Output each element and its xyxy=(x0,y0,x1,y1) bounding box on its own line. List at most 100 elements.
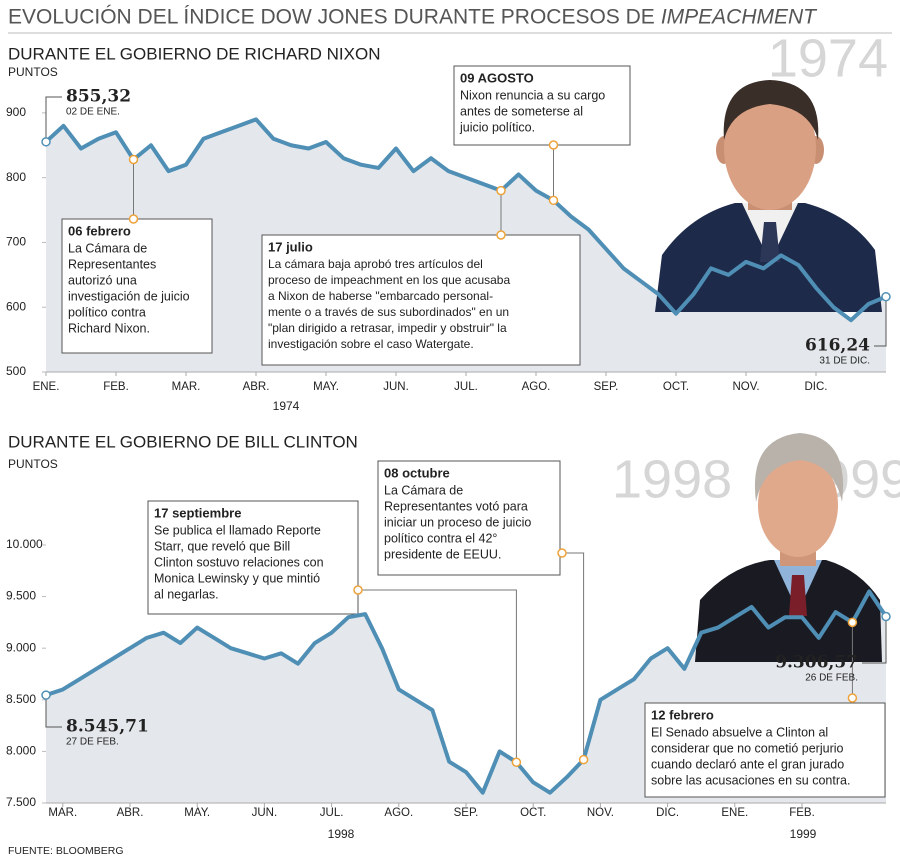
value-label: 9.306,57 xyxy=(775,653,858,673)
annotation-text: Clinton sostuvo relaciones con xyxy=(154,555,324,569)
event-point xyxy=(496,185,506,196)
y-tick-label: 10.000 xyxy=(6,537,43,551)
portrait-tie xyxy=(760,222,780,262)
value-date: 27 DE FEB. xyxy=(66,737,119,748)
x-tick-label: ENE. xyxy=(33,381,60,393)
annotation-text: proceso de impeachment en los que acusab… xyxy=(268,273,510,287)
page-title: EVOLUCIÓN DEL ÍNDICE DOW JONES DURANTE P… xyxy=(8,6,655,29)
chart-title: DURANTE EL GOBIERNO DE BILL CLINTON xyxy=(8,432,358,451)
annotation-text: La Cámara de xyxy=(384,483,463,497)
x-axis-label: 1998 xyxy=(328,827,355,841)
annotation-text: al negarlas. xyxy=(154,587,219,601)
portrait xyxy=(655,80,882,312)
x-tick-label: JUL. xyxy=(320,807,344,819)
annotation-text: a Nixon de haberse "embarcado personal- xyxy=(268,289,493,303)
x-tick-label: OCT. xyxy=(520,807,546,819)
annotation-date: 17 septiembre xyxy=(154,505,241,520)
event-point xyxy=(847,617,858,628)
annotation-text: "plan dirigido a retrasar, impedir y obs… xyxy=(268,321,507,335)
y-tick-label: 500 xyxy=(6,364,26,378)
annotation-text: político contra el 42° xyxy=(384,531,497,545)
x-axis-label: 1999 xyxy=(790,827,817,841)
connector-dot xyxy=(548,140,559,150)
y-tick-label: 900 xyxy=(6,105,26,119)
annotation-text: Richard Nixon. xyxy=(68,321,150,335)
annotation-text: autorizó una xyxy=(68,273,137,287)
x-tick-label: NOV. xyxy=(587,807,614,819)
x-tick-label: ABR. xyxy=(117,807,144,819)
source: FUENTE: BLOOMBERG xyxy=(8,845,124,857)
annotation-box xyxy=(147,500,359,615)
watermark: 1998 xyxy=(612,449,732,509)
annotation-text: Starr, que reveló que Bill xyxy=(154,539,290,553)
line xyxy=(44,117,887,323)
x-tick-label: ABR. xyxy=(243,381,270,393)
annotation-text: sobre las acusaciones en su contra. xyxy=(651,773,850,787)
annotation-text: mente o a través de sus subordinados" en… xyxy=(268,305,509,319)
value-date: 31 DE DIC. xyxy=(819,356,870,367)
portrait-face xyxy=(724,86,816,210)
x-tick-label: DIC. xyxy=(656,807,679,819)
y-axis-label: PUNTOS xyxy=(8,457,58,471)
annotation-text: cuando declaró ante el gran jurado xyxy=(651,757,844,771)
label-connector xyxy=(862,616,887,664)
annotation-box xyxy=(377,460,561,576)
x-tick-label: DIC. xyxy=(805,381,828,393)
event-point xyxy=(578,754,589,765)
annotation-text: La Cámara de xyxy=(68,241,147,255)
connector-dot xyxy=(128,214,139,224)
annotation-date: 08 octubre xyxy=(384,465,450,480)
x-tick-label: AGO. xyxy=(522,381,551,393)
portrait-suit xyxy=(695,560,882,662)
connector-dot xyxy=(353,585,363,595)
annotation-text: El Senado absuelve a Clinton al xyxy=(651,725,828,739)
end-point xyxy=(41,690,51,700)
end-point xyxy=(881,291,891,302)
x-tick-label: JUL. xyxy=(454,381,478,393)
x-tick-label: FEB. xyxy=(103,381,129,393)
annotation-text: antes de someterse al xyxy=(460,104,583,118)
label-connector xyxy=(45,695,62,728)
y-axis-label: PUNTOS xyxy=(8,65,58,79)
x-axis-label: 1974 xyxy=(273,399,300,413)
annotation-date: 09 AGOSTO xyxy=(460,70,534,85)
connector-dot xyxy=(847,693,858,703)
portrait-tie xyxy=(789,575,807,616)
x-tick-label: JUN. xyxy=(383,381,409,393)
annotation-text: investigación sobre el caso Watergate. xyxy=(268,337,474,351)
label-connector xyxy=(874,296,887,347)
chart-title: DURANTE EL GOBIERNO DE RICHARD NIXON xyxy=(8,44,380,63)
x-tick-label: MAR. xyxy=(172,381,201,393)
x-tick-label: MAY. xyxy=(184,807,210,819)
portrait xyxy=(695,433,882,662)
y-tick-label: 9.500 xyxy=(6,589,36,603)
annotation-text: político contra xyxy=(68,305,146,319)
x-tick-label: SEP. xyxy=(594,381,619,393)
event-point xyxy=(511,757,522,767)
annotation-text: La cámara baja aprobó tres artículos del xyxy=(268,257,483,271)
annotation-text: Representantes xyxy=(68,257,156,271)
annotation-date: 17 julio xyxy=(268,239,313,254)
portrait-face xyxy=(758,453,838,557)
annotation-text: iniciar un proceso de juicio xyxy=(384,515,531,529)
event-point xyxy=(548,195,559,206)
x-tick-label: JUN. xyxy=(252,807,278,819)
end-point xyxy=(881,611,891,622)
x-tick-label: SEP. xyxy=(454,807,479,819)
annotation-text: Nixon renuncia a su cargo xyxy=(460,88,605,102)
annotation-text: Representantes votó para xyxy=(384,499,528,513)
y-tick-label: 9.000 xyxy=(6,640,36,654)
x-tick-label: MAY. xyxy=(313,381,339,393)
x-tick-label: AGO. xyxy=(384,807,413,819)
portrait-hair xyxy=(754,433,844,502)
x-tick-label: MAR. xyxy=(48,807,77,819)
annotation-text: Monica Lewinsky y que mintió xyxy=(154,571,320,585)
annotation-date: 06 febrero xyxy=(68,223,131,238)
value-label: 8.545,71 xyxy=(66,717,149,737)
y-tick-label: 8.000 xyxy=(6,744,36,758)
connector-dot xyxy=(496,230,506,240)
y-tick-label: 800 xyxy=(6,170,26,184)
annotation-text: Se publica el llamado Reporte xyxy=(154,523,321,537)
portrait-hair xyxy=(723,80,819,140)
